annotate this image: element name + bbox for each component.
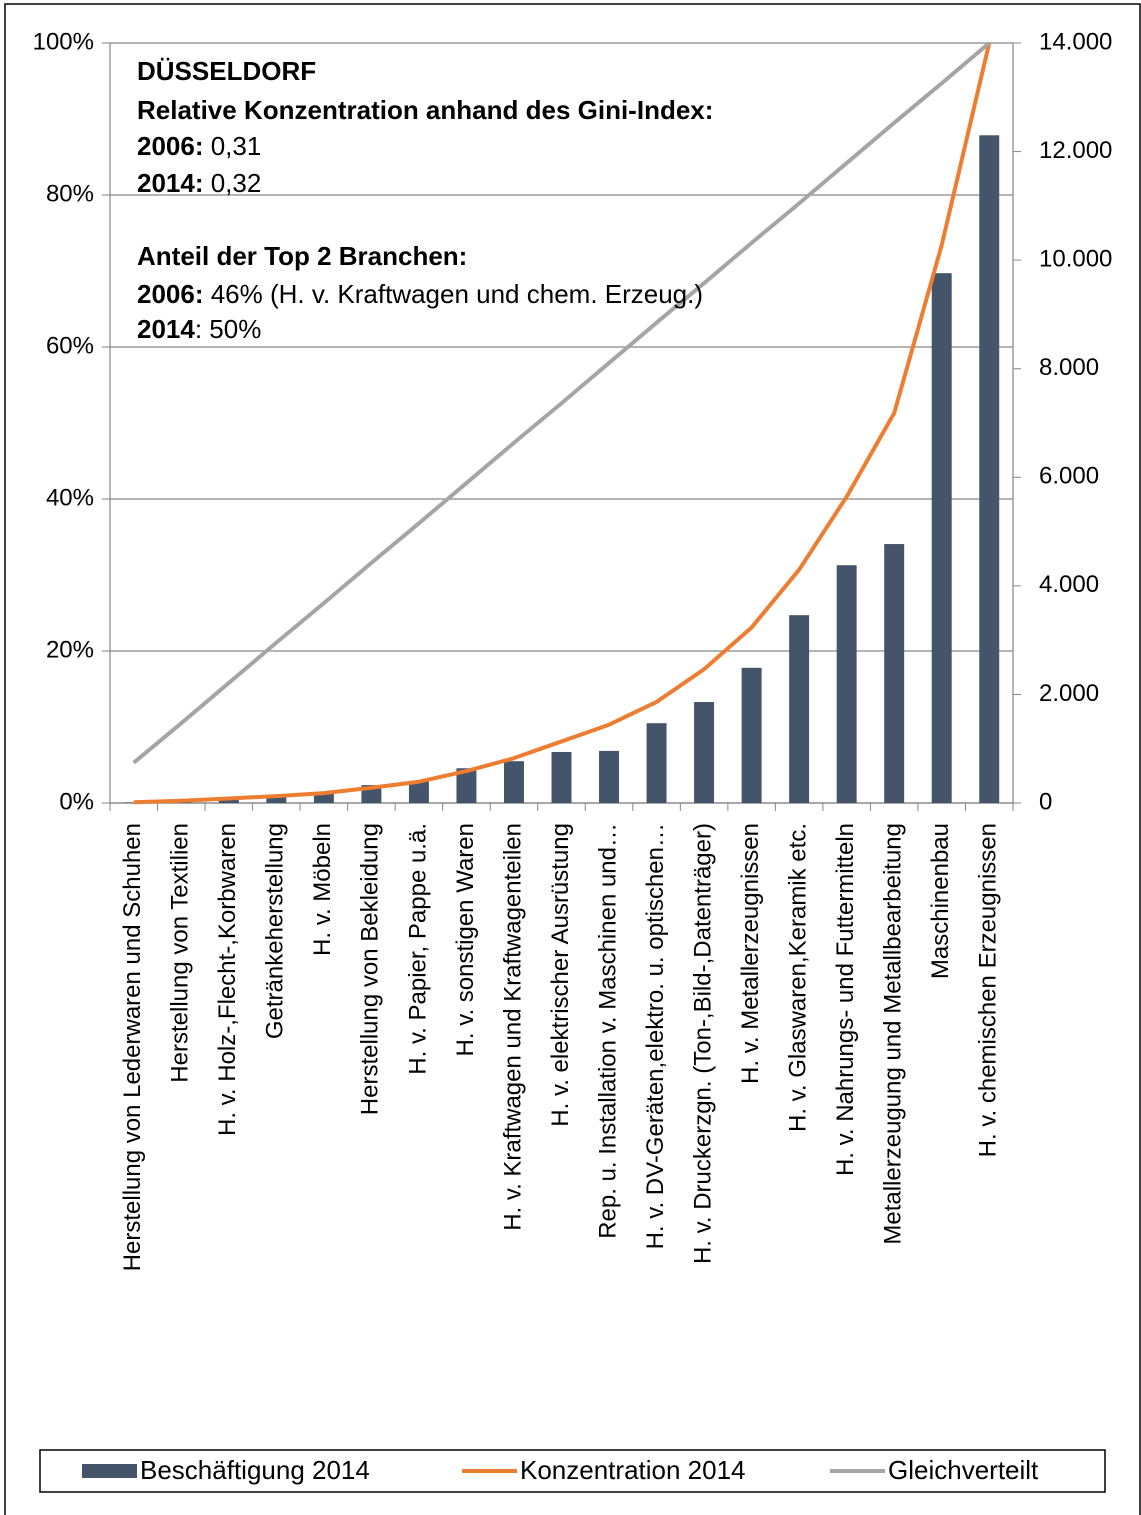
legend-label: Konzentration 2014 [520,1455,746,1485]
annotation-part: 0,32 [204,168,262,198]
bar [836,565,857,803]
y2-tick-label: 0 [1039,788,1052,815]
legend-label: Beschäftigung 2014 [140,1455,370,1485]
bar [218,798,239,803]
x-tick-label: Herstellung von Textilien [167,823,194,1083]
y-tick-label: 80% [46,180,94,207]
x-tick-label: H. v. Kraftwagen und Kraftwagenteilen [499,823,526,1231]
bar [884,544,905,803]
bar [456,768,477,803]
y2-tick-label: 6.000 [1039,463,1099,490]
x-tick-label: Maschinenbau [927,823,954,979]
y2-tick-label: 8.000 [1039,354,1099,381]
x-tick-label: H. v. DV-Geräten,elektro. u. optischen… [642,823,669,1249]
y-tick-label: 100% [33,28,94,55]
bar [503,761,524,803]
x-tick-label: Getränkeherstellung [262,823,289,1039]
annotation-line: Anteil der Top 2 Branchen: [137,241,467,271]
y2-tick-label: 4.000 [1039,571,1099,598]
bar [646,723,667,803]
x-tick-label: Herstellung von Lederwaren und Schuhen [119,823,146,1271]
bar [551,751,572,803]
bar [123,802,144,803]
x-tick-label: Metallerzeugung und Metallbearbeitung [880,823,907,1245]
bar [313,792,334,803]
annotation-line: Relative Konzentration anhand des Gini-I… [137,95,713,125]
x-tick-label: Herstellung von Bekleidung [357,823,384,1115]
legend-swatch [82,1464,137,1478]
annotation-part: Relative Konzentration anhand des Gini-I… [137,95,713,125]
legend-label: Gleichverteilt [888,1455,1039,1485]
x-tick-label: H. v. Druckerzgn. (Ton-,Bild-,Datenträge… [689,823,716,1264]
x-tick-label: Rep. u. Installation v. Maschinen und… [594,823,621,1239]
y-tick-label: 20% [46,636,94,663]
line [132,41,991,765]
annotation-part: Anteil der Top 2 Branchen: [137,241,467,271]
annotation-part: DÜSSELDORF [137,56,316,86]
x-tick-label: H. v. chemischen Erzeugnissen [975,823,1002,1157]
annotation-part: 0,31 [204,131,262,161]
x-tick-label: H. v. Papier, Pappe u.ä. [404,823,431,1075]
annotation-part: : 50% [195,314,262,344]
annotation-line: 2006: 0,31 [137,131,261,161]
annotation-line: 2014: 50% [137,314,261,344]
x-tick-label: H. v. sonstigen Waren [452,823,479,1056]
bar [741,667,762,803]
bar [266,794,287,803]
bar [931,273,952,804]
x-tick-label: H. v. Holz-,Flecht-,Korbwaren [214,823,241,1136]
y-tick-label: 60% [46,332,94,359]
y-tick-label: 40% [46,484,94,511]
chart-border [4,3,1141,1515]
y2-tick-label: 14.000 [1039,28,1112,55]
annotation-part: 2014 [137,314,195,344]
bar [979,135,1000,804]
y2-tick-label: 12.000 [1039,137,1112,164]
legend-box [39,1449,1106,1493]
x-tick-label: H. v. Metallerzeugnissen [737,823,764,1084]
annotation-line: 2014: 0,32 [137,168,261,198]
y-tick-label: 0% [59,788,94,815]
annotation-line: DÜSSELDORF [137,56,316,86]
y2-tick-label: 10.000 [1039,245,1112,272]
bar [789,615,810,803]
annotation-part: 46% (H. v. Kraftwagen und chem. Erzeug.) [204,279,704,309]
y2-tick-label: 2.000 [1039,680,1099,707]
bar [408,781,429,803]
bar [599,750,620,803]
x-tick-label: H. v. Möbeln [309,823,336,956]
x-tick-label: H. v. elektrischer Ausrüstung [547,823,574,1127]
annotation-part: 2006: [137,279,204,309]
line [133,42,992,805]
annotation-part: 2006: [137,131,204,161]
annotation-part: 2014: [137,168,204,198]
x-tick-label: H. v. Nahrungs- und Futtermitteln [832,823,859,1176]
bar [694,702,715,803]
annotation-line: 2006: 46% (H. v. Kraftwagen und chem. Er… [137,279,703,309]
x-tick-label: H. v. Glaswaren,Keramik etc. [784,823,811,1132]
